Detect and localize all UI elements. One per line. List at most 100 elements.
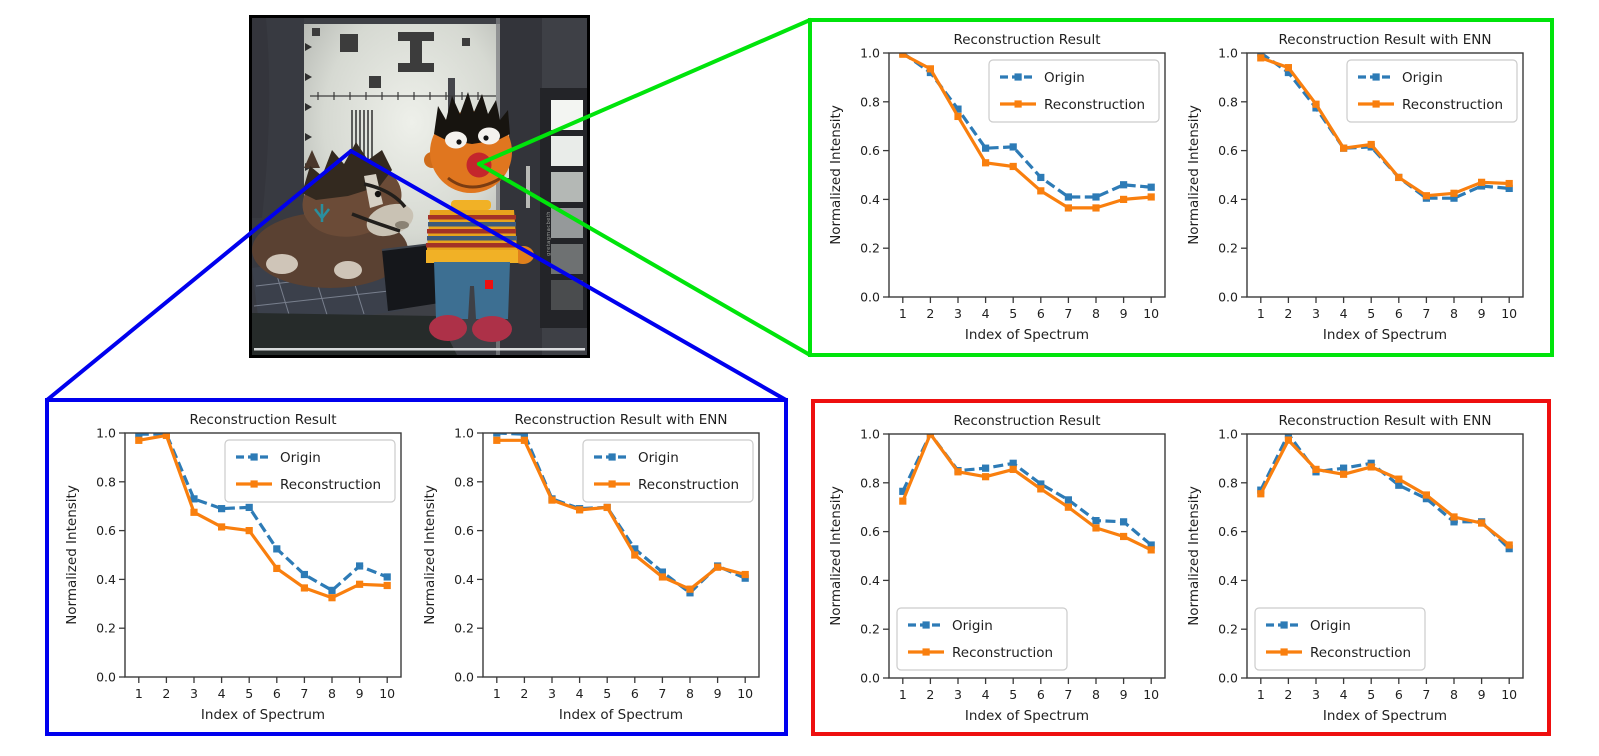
- marker-reconstruction: [1478, 519, 1486, 527]
- x-tick-label: 7: [300, 686, 308, 701]
- y-tick-label: 1.0: [454, 426, 474, 441]
- marker-origin: [1147, 183, 1155, 191]
- panel-blue-roi: Reconstruction Result Index of Spectrum No…: [45, 398, 788, 736]
- marker-origin: [1422, 495, 1430, 503]
- marker-reconstruction: [1312, 465, 1320, 473]
- marker-origin: [630, 545, 638, 553]
- marker-origin: [1037, 480, 1045, 488]
- marker-reconstruction: [1009, 465, 1017, 473]
- x-tick-label: 6: [1395, 306, 1403, 321]
- legend-label: Origin: [1402, 70, 1443, 86]
- marker-origin: [926, 68, 934, 77]
- series-line-origin: [138, 433, 388, 592]
- marker-origin: [217, 505, 225, 513]
- marker-reconstruction: [1037, 485, 1045, 493]
- legend-label: Reconstruction: [1310, 645, 1411, 661]
- marker-reconstruction: [1009, 162, 1017, 171]
- marker-origin: [492, 433, 500, 437]
- x-tick-label: 6: [630, 686, 638, 701]
- x-tick-label: 10: [1143, 687, 1159, 702]
- x-tick-label: 4: [1340, 687, 1348, 702]
- y-tick-label: 1.0: [96, 426, 116, 441]
- marker-reconstruction: [658, 573, 666, 581]
- marker-reconstruction: [1092, 204, 1100, 212]
- legend-label: Origin: [280, 450, 321, 466]
- marker-reconstruction: [547, 496, 556, 504]
- x-tick-label: 2: [926, 306, 934, 321]
- x-tick-label: 9: [713, 686, 721, 701]
- y-tick-label: 0.2: [1218, 622, 1238, 637]
- marker-reconstruction: [189, 508, 198, 516]
- x-tick-label: 4: [1340, 306, 1348, 321]
- marker-origin: [327, 586, 336, 594]
- x-tick-label: 7: [1064, 306, 1072, 321]
- y-tick-label: 0.6: [1218, 524, 1238, 539]
- marker-reconstruction: [327, 594, 336, 602]
- ernie-nose: [466, 152, 492, 178]
- marker-reconstruction: [954, 468, 962, 476]
- chart-title: Reconstruction Result: [189, 412, 336, 428]
- marker-origin: [1340, 464, 1348, 472]
- marker-reconstruction: [1422, 192, 1430, 200]
- x-tick-label: 8: [1450, 687, 1458, 702]
- x-axis-label: Index of Spectrum: [558, 707, 682, 723]
- legend: Origin Reconstruction: [988, 59, 1160, 123]
- axes-frame: [888, 52, 1166, 298]
- x-tick-label: 8: [328, 686, 336, 701]
- y-axis-label: Normalized Intensity: [828, 486, 844, 626]
- marker-origin: [899, 487, 907, 495]
- marker-origin: [1450, 194, 1458, 202]
- marker-reconstruction: [926, 65, 934, 73]
- marker-origin: [1450, 518, 1458, 526]
- floor-highlight-line: [254, 348, 585, 351]
- marker-reconstruction: [162, 433, 170, 440]
- x-axis-label: Index of Spectrum: [200, 707, 324, 723]
- marker-reconstruction: [1284, 436, 1292, 444]
- x-tick-label: 3: [548, 686, 556, 701]
- y-tick-label: 0.2: [96, 621, 116, 636]
- y-tick-label: 0.4: [454, 572, 474, 587]
- x-tick-label: 3: [1312, 687, 1320, 702]
- marker-reconstruction: [1450, 513, 1458, 521]
- x-tick-label: 9: [1120, 687, 1128, 702]
- y-tick-label: 0.8: [96, 474, 116, 489]
- chart-green-enn: Reconstruction Result with ENN Index of S…: [1186, 32, 1524, 343]
- marker-reconstruction: [713, 563, 721, 571]
- chart-scale-bar: [310, 92, 496, 100]
- ernie-shoe-left: [429, 315, 467, 341]
- y-tick-label: 0.4: [860, 192, 880, 207]
- y-tick-label: 0.4: [1218, 573, 1238, 588]
- y-tick-label: 1.0: [1218, 427, 1238, 442]
- red-roi-marker: [485, 280, 493, 289]
- legend-label: Reconstruction: [1044, 97, 1145, 113]
- x-axis-label: Index of Spectrum: [1323, 327, 1447, 343]
- marker-reconstruction: [383, 581, 391, 590]
- legend: Origin Reconstruction: [223, 439, 396, 503]
- series-group: [899, 434, 1155, 554]
- x-tick-label: 5: [1009, 306, 1017, 321]
- marker-origin: [1120, 181, 1128, 189]
- x-tick-label: 9: [1120, 306, 1128, 321]
- y-tick-label: 0.4: [1218, 192, 1238, 207]
- legend-label: Reconstruction: [638, 477, 739, 493]
- y-tick-label: 1.0: [860, 427, 880, 442]
- x-tick-label: 2: [162, 686, 170, 701]
- y-tick-label: 0.2: [454, 621, 474, 636]
- legend: Origin Reconstruction: [1254, 607, 1426, 671]
- marker-reconstruction: [355, 580, 363, 588]
- marker-origin: [1505, 545, 1513, 553]
- x-tick-label: 5: [603, 686, 611, 701]
- chart-title: Reconstruction Result with ENN: [1279, 32, 1492, 48]
- marker-origin: [982, 464, 990, 472]
- y-tick-label: 0.0: [1218, 671, 1238, 686]
- x-tick-label: 1: [492, 686, 500, 701]
- marker-origin: [1120, 518, 1128, 526]
- marker-reconstruction: [899, 497, 907, 505]
- marker-origin: [1092, 517, 1100, 525]
- ernie-shoe-right: [472, 316, 512, 342]
- series-line-reconstruction: [902, 53, 1152, 210]
- marker-reconstruction: [685, 585, 694, 593]
- series-line-reconstruction: [138, 433, 387, 600]
- x-tick-label: 9: [1478, 687, 1486, 702]
